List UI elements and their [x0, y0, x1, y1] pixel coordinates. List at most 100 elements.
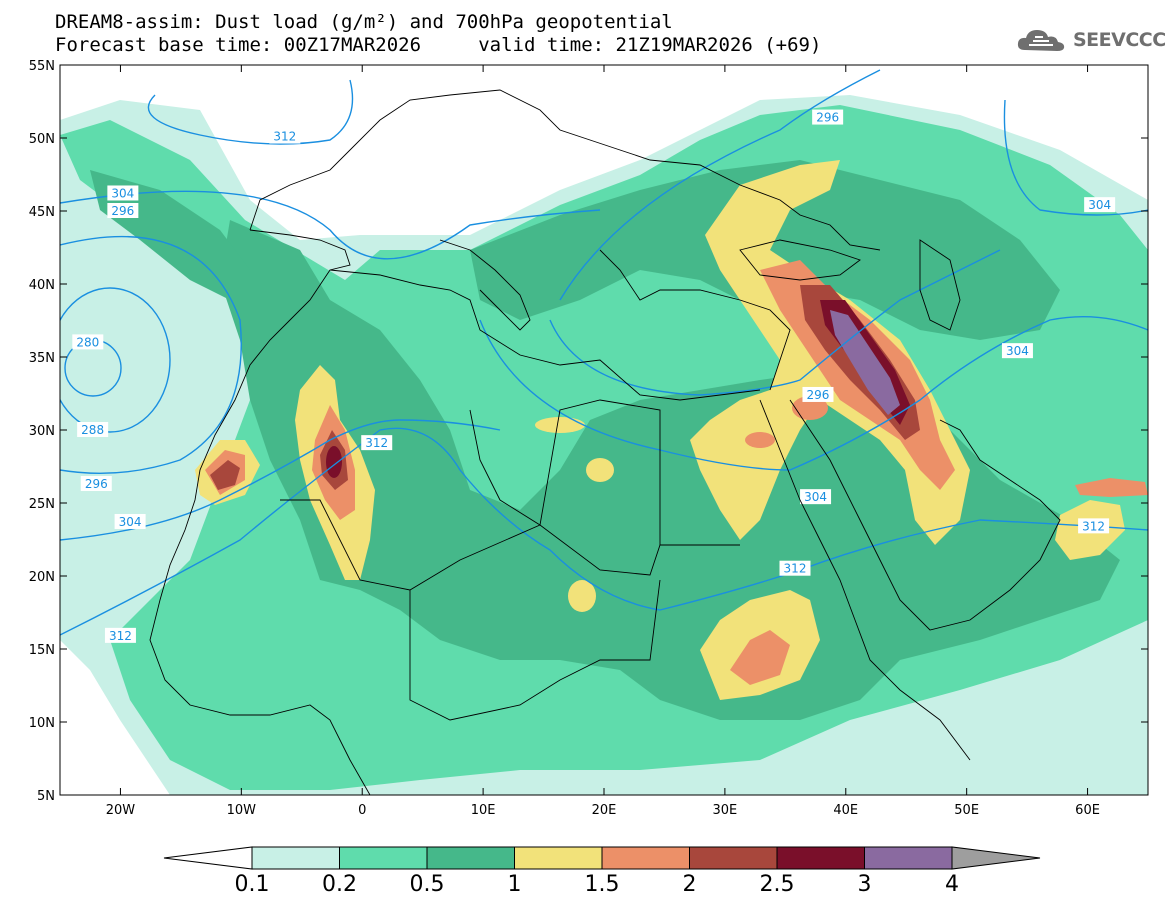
- contour-label: 312: [784, 562, 807, 576]
- contour-label-bg: [72, 334, 104, 350]
- colorbar-swatch: [864, 846, 953, 870]
- coastline-black-sea: [739, 239, 861, 281]
- coastline-red-sea: [759, 399, 971, 761]
- colorbar-over-arrow: [951, 846, 1041, 870]
- lon-label: 20E: [592, 803, 617, 818]
- coastline-iberia-africa: [149, 229, 371, 795]
- contour-label-bg: [812, 109, 844, 125]
- contour-304-northeast: [1003, 99, 1148, 216]
- contour-label: 296: [816, 111, 839, 125]
- contour-label: 312: [365, 436, 388, 450]
- lat-label: 15N: [29, 643, 55, 658]
- contour-label: 312: [1082, 519, 1105, 533]
- contour-label: 296: [807, 388, 830, 402]
- contour-304-southwest: [60, 419, 501, 541]
- contour-304-mideast: [479, 315, 1148, 471]
- contour-label-bg: [77, 422, 109, 437]
- lon-label: 30E: [713, 803, 738, 818]
- lon-label: 40E: [833, 803, 858, 818]
- dust-region-purple-east: [830, 310, 900, 415]
- contour-label-bg: [1078, 518, 1110, 534]
- dust-shading-layer: 280 288 296 296 304 304 312 312 312 296 296 304 312 3…: [60, 69, 1148, 795]
- dust-region-brown-atlas: [210, 460, 240, 490]
- cloud-icon: [1017, 30, 1065, 51]
- lat-label: 25N: [29, 497, 55, 512]
- geopotential-contours: [60, 69, 1148, 636]
- longitude-axis: 20W 10W 0 10E 20E 30E 40E 50E 60E: [106, 65, 1100, 818]
- border-sahara-2: [409, 579, 661, 721]
- coastline-europe: [249, 89, 881, 251]
- lon-label: 50E: [954, 803, 979, 818]
- colorbar-label: 2.5: [760, 872, 795, 897]
- dust-region-orange-arabia: [1075, 478, 1148, 497]
- contour-312-southwest: [60, 427, 1148, 636]
- logo-text: SEEVCCC: [1073, 29, 1165, 51]
- contour-label-bg: [107, 203, 139, 218]
- colorbar-label: 0.5: [410, 872, 445, 897]
- contour-label: 280: [76, 335, 99, 349]
- dust-region-orange-iraq: [792, 396, 828, 420]
- dust-region-medium: [220, 220, 1120, 720]
- contour-label-bg: [802, 386, 834, 402]
- lat-label: 30N: [29, 424, 55, 439]
- contour-label-bg: [114, 513, 146, 529]
- contour-label: 312: [109, 629, 132, 643]
- dust-region-darkred-sahara: [326, 446, 342, 478]
- lon-label: 20W: [106, 803, 136, 818]
- contour-label: 304: [1088, 198, 1111, 212]
- colorbar-label: 0.2: [322, 872, 357, 897]
- colorbar: 0.1 0.2 0.5 1 1.5 2 2.5 3 4: [163, 846, 1041, 897]
- colorbar-label: 0.1: [235, 872, 270, 897]
- contour-label: 304: [1006, 344, 1029, 358]
- coastlines-borders: [149, 89, 1061, 795]
- colorbar-swatch: [426, 846, 515, 870]
- lat-label: 5N: [37, 789, 55, 804]
- contour-label: 296: [111, 204, 134, 218]
- lat-label: 40N: [29, 278, 55, 293]
- colorbar-label: 2: [683, 872, 697, 897]
- coastline-greece-turkey: [599, 249, 791, 391]
- dust-region-yellow-tibesti: [568, 580, 596, 612]
- colorbar-label: 3: [858, 872, 872, 897]
- lat-label: 45N: [29, 205, 55, 220]
- contour-312-north: [147, 79, 354, 145]
- border-sahara-3: [469, 399, 661, 545]
- forecast-time-subtitle: Forecast base time: 00Z17MAR2026 valid t…: [55, 34, 822, 56]
- colorbar-swatch: [601, 846, 690, 870]
- contour-label: 304: [804, 490, 827, 504]
- latitude-axis: 55N 50N 45N 40N 35N 30N 25N 20N 15N 10N 5N: [29, 59, 1148, 804]
- lat-label: 35N: [29, 351, 55, 366]
- colorbar-swatch: [689, 846, 778, 870]
- contour-label-bg: [1001, 343, 1033, 359]
- contour-label-bg: [800, 489, 832, 505]
- colorbar-label: 1.5: [585, 872, 620, 897]
- colorbar-swatch: [514, 846, 603, 870]
- contour-label: 304: [119, 515, 142, 529]
- contour-label: 288: [81, 423, 104, 437]
- contour-label-bg: [107, 185, 139, 201]
- colorbar-swatch: [251, 846, 340, 870]
- colorbar-swatch: [776, 846, 865, 870]
- dust-region-orange-chad: [730, 630, 790, 685]
- lat-label: 10N: [29, 716, 55, 731]
- border-sahara-1: [280, 499, 740, 591]
- contour-label-bg: [1084, 197, 1116, 213]
- colorbar-under-arrow: [163, 846, 253, 870]
- contour-296-east: [559, 69, 881, 301]
- lat-label: 20N: [29, 570, 55, 585]
- contour-304-west: [60, 190, 601, 260]
- lon-label: 60E: [1075, 803, 1100, 818]
- coastline-arabia: [789, 399, 1061, 631]
- map-title: DREAM8-assim: Dust load (g/m²) and 700hP…: [55, 11, 673, 33]
- lat-label: 55N: [29, 59, 55, 74]
- coastline-mediterranean-south: [329, 269, 761, 401]
- contour-labels: 280 288 296 296 304 304 312 312 312 296 296 304 312 3…: [72, 109, 1116, 643]
- colorbar-label: 1: [508, 872, 522, 897]
- dust-region-medium-atlantic: [90, 170, 250, 300]
- dust-region-yellow-libya: [586, 458, 614, 482]
- contour-label-bg: [269, 128, 301, 144]
- seevccc-logo: SEEVCCC: [1015, 26, 1165, 54]
- coastline-italy: [439, 239, 531, 331]
- colorbar-swatch: [339, 846, 428, 870]
